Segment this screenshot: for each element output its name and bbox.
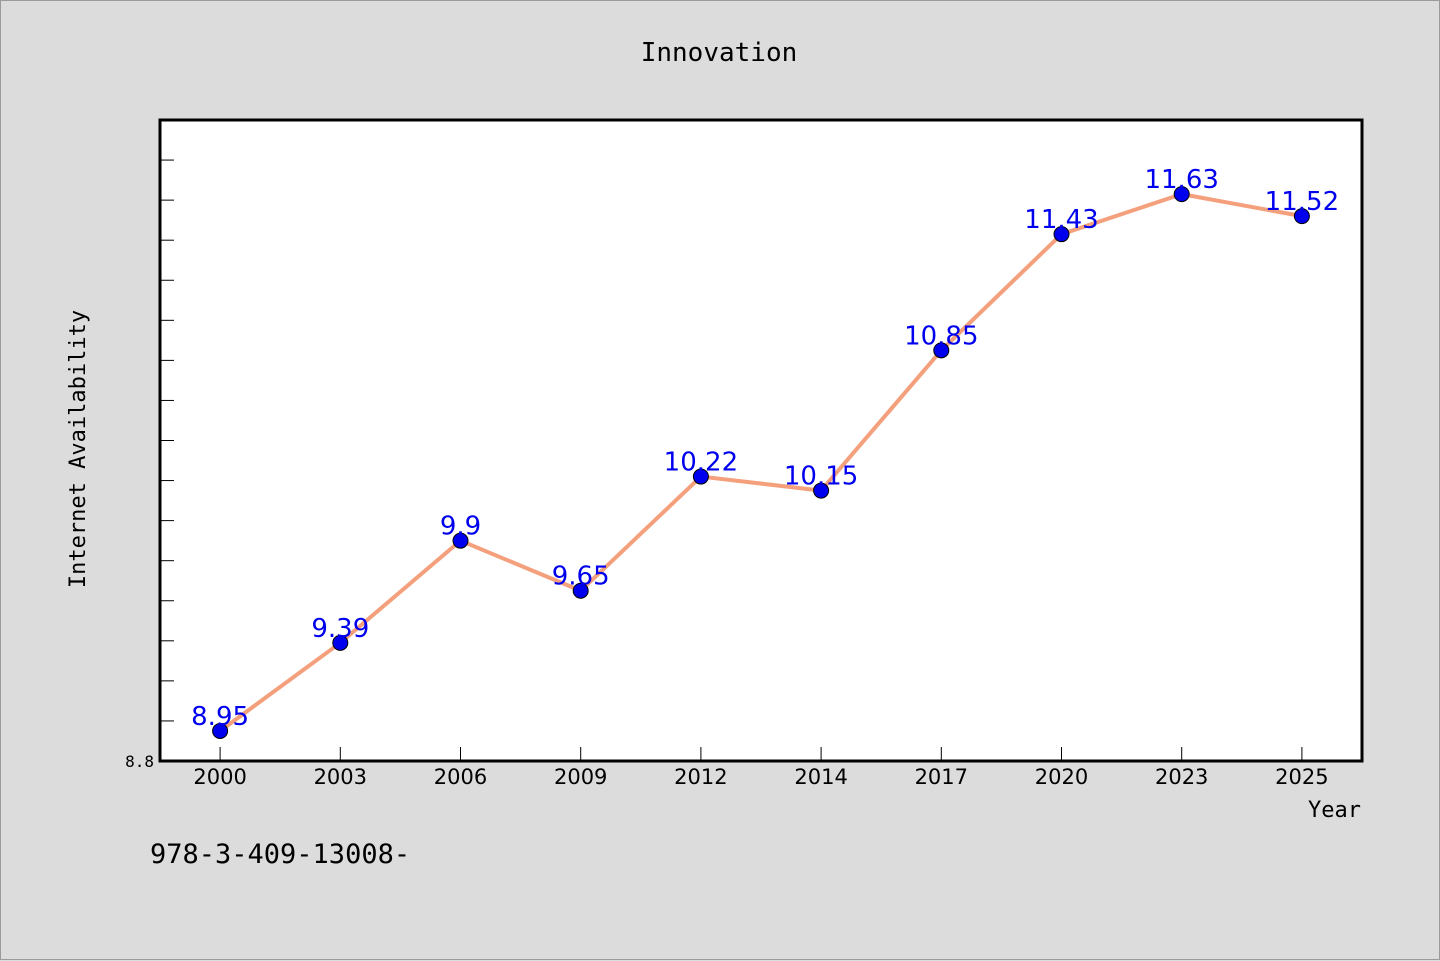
data-point-label: 9.39 bbox=[311, 614, 369, 644]
data-markers bbox=[212, 186, 1310, 739]
series-line bbox=[218, 192, 1304, 733]
data-point-marker bbox=[452, 532, 469, 549]
plot-area bbox=[158, 118, 1364, 763]
data-point-label: 9.9 bbox=[440, 512, 481, 542]
x-tick-label: 2009 bbox=[554, 765, 607, 789]
data-point-marker bbox=[933, 342, 950, 359]
data-point-marker bbox=[813, 482, 830, 499]
x-axis-label: Year bbox=[1308, 798, 1361, 823]
data-point-marker bbox=[332, 634, 349, 651]
x-tick-label: 2020 bbox=[1035, 765, 1088, 789]
y-axis-label: Internet Availability bbox=[66, 310, 91, 588]
data-point-label: 10.22 bbox=[664, 448, 738, 478]
data-point-marker bbox=[1173, 186, 1190, 203]
data-point-label: 9.65 bbox=[552, 562, 610, 592]
data-point-marker bbox=[1053, 226, 1070, 243]
data-point-label: 11.43 bbox=[1024, 205, 1098, 235]
x-tick-label: 2014 bbox=[794, 765, 847, 789]
x-tick-label: 2025 bbox=[1275, 765, 1328, 789]
data-point-marker bbox=[212, 722, 229, 739]
x-tick-label: 2023 bbox=[1155, 765, 1208, 789]
data-point-marker bbox=[572, 582, 589, 599]
x-tick-label: 2012 bbox=[674, 765, 727, 789]
y-axis-ticks: 8.8 bbox=[125, 159, 174, 771]
x-tick-label: 2006 bbox=[434, 765, 487, 789]
data-point-label: 11.63 bbox=[1144, 165, 1218, 195]
footer-isbn-text: 978-3-409-13008- bbox=[150, 839, 410, 870]
data-point-marker bbox=[1293, 208, 1310, 225]
chart-title: Innovation bbox=[641, 38, 798, 68]
x-tick-label: 2003 bbox=[314, 765, 367, 789]
x-axis-ticks: 2000 2003 2006 2009 2012 2014 2017 2020 2023 2025 bbox=[193, 747, 1329, 789]
data-point-label: 10.15 bbox=[784, 462, 858, 492]
data-point-label: 10.85 bbox=[904, 321, 978, 351]
y-tick-label: 8.8 bbox=[125, 752, 154, 771]
x-tick-label: 2000 bbox=[193, 765, 246, 789]
data-labels: 8.95 9.39 9.9 9.65 10.22 10.15 10.85 11.43 11.63… bbox=[191, 165, 1339, 732]
data-point-label: 8.95 bbox=[191, 702, 249, 732]
data-point-label: 11.52 bbox=[1265, 187, 1339, 217]
data-point-marker bbox=[692, 468, 709, 485]
x-tick-label: 2017 bbox=[915, 765, 968, 789]
